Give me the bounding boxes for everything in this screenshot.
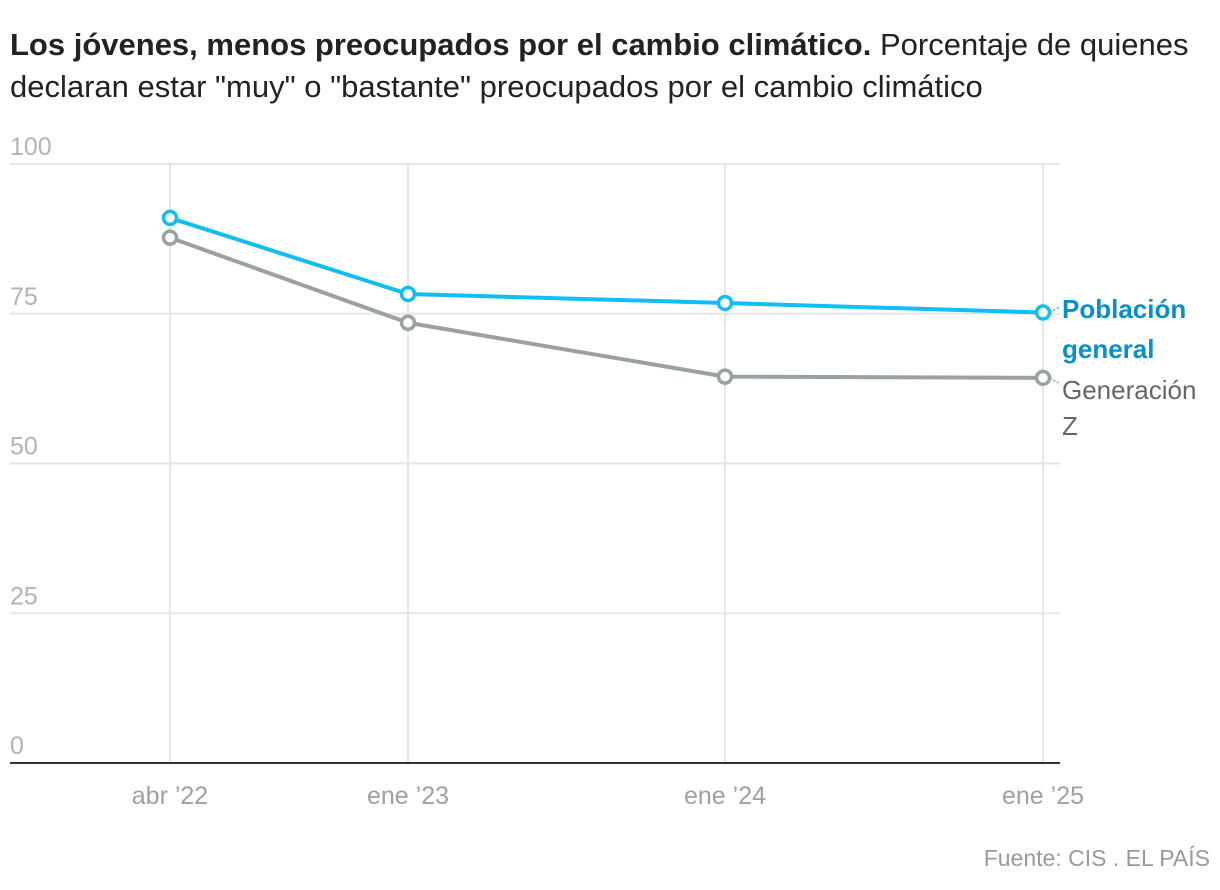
y-tick-label: 75 bbox=[10, 283, 38, 311]
series-line bbox=[169, 235, 1044, 380]
series-label: Generación Z bbox=[1062, 375, 1196, 441]
data-point bbox=[399, 314, 417, 331]
y-tick-label: 0 bbox=[10, 732, 24, 760]
x-tick-label: ene ’23 bbox=[367, 782, 449, 810]
gridlines bbox=[10, 163, 1060, 764]
series-group: Generación Z Población general bbox=[161, 209, 1196, 441]
data-point bbox=[1034, 369, 1052, 387]
x-tick-label: ene ’25 bbox=[1002, 782, 1084, 810]
label-leader bbox=[1049, 377, 1061, 385]
chart-header: Los jóvenes, menos preocupados por el ca… bbox=[10, 24, 1210, 108]
y-tick-label: 100 bbox=[10, 133, 52, 161]
chart-title: Los jóvenes, menos preocupados por el ca… bbox=[10, 27, 872, 62]
y-axis-ticks: 0 25 50 75 100 bbox=[10, 133, 52, 760]
data-point bbox=[1034, 304, 1052, 321]
label-leader bbox=[1049, 305, 1061, 314]
data-point bbox=[161, 229, 179, 246]
x-axis-ticks: abr ’22 ene ’23 ene ’24 ene ’25 bbox=[132, 782, 1084, 810]
series-line bbox=[169, 216, 1044, 315]
data-point bbox=[399, 285, 417, 303]
y-tick-label: 50 bbox=[10, 433, 38, 461]
x-tick-label: abr ’22 bbox=[132, 782, 208, 810]
data-point bbox=[716, 368, 734, 385]
chart-subtitle: Porcentaje de quienes declaran estar "mu… bbox=[10, 27, 1189, 104]
data-point bbox=[716, 294, 734, 312]
x-tick-label: ene ’24 bbox=[684, 782, 766, 810]
series-label: Población general bbox=[1062, 294, 1186, 364]
y-tick-label: 25 bbox=[10, 582, 38, 610]
source-note: Fuente: CIS . EL PAÍS bbox=[983, 845, 1210, 871]
data-point bbox=[161, 209, 179, 227]
